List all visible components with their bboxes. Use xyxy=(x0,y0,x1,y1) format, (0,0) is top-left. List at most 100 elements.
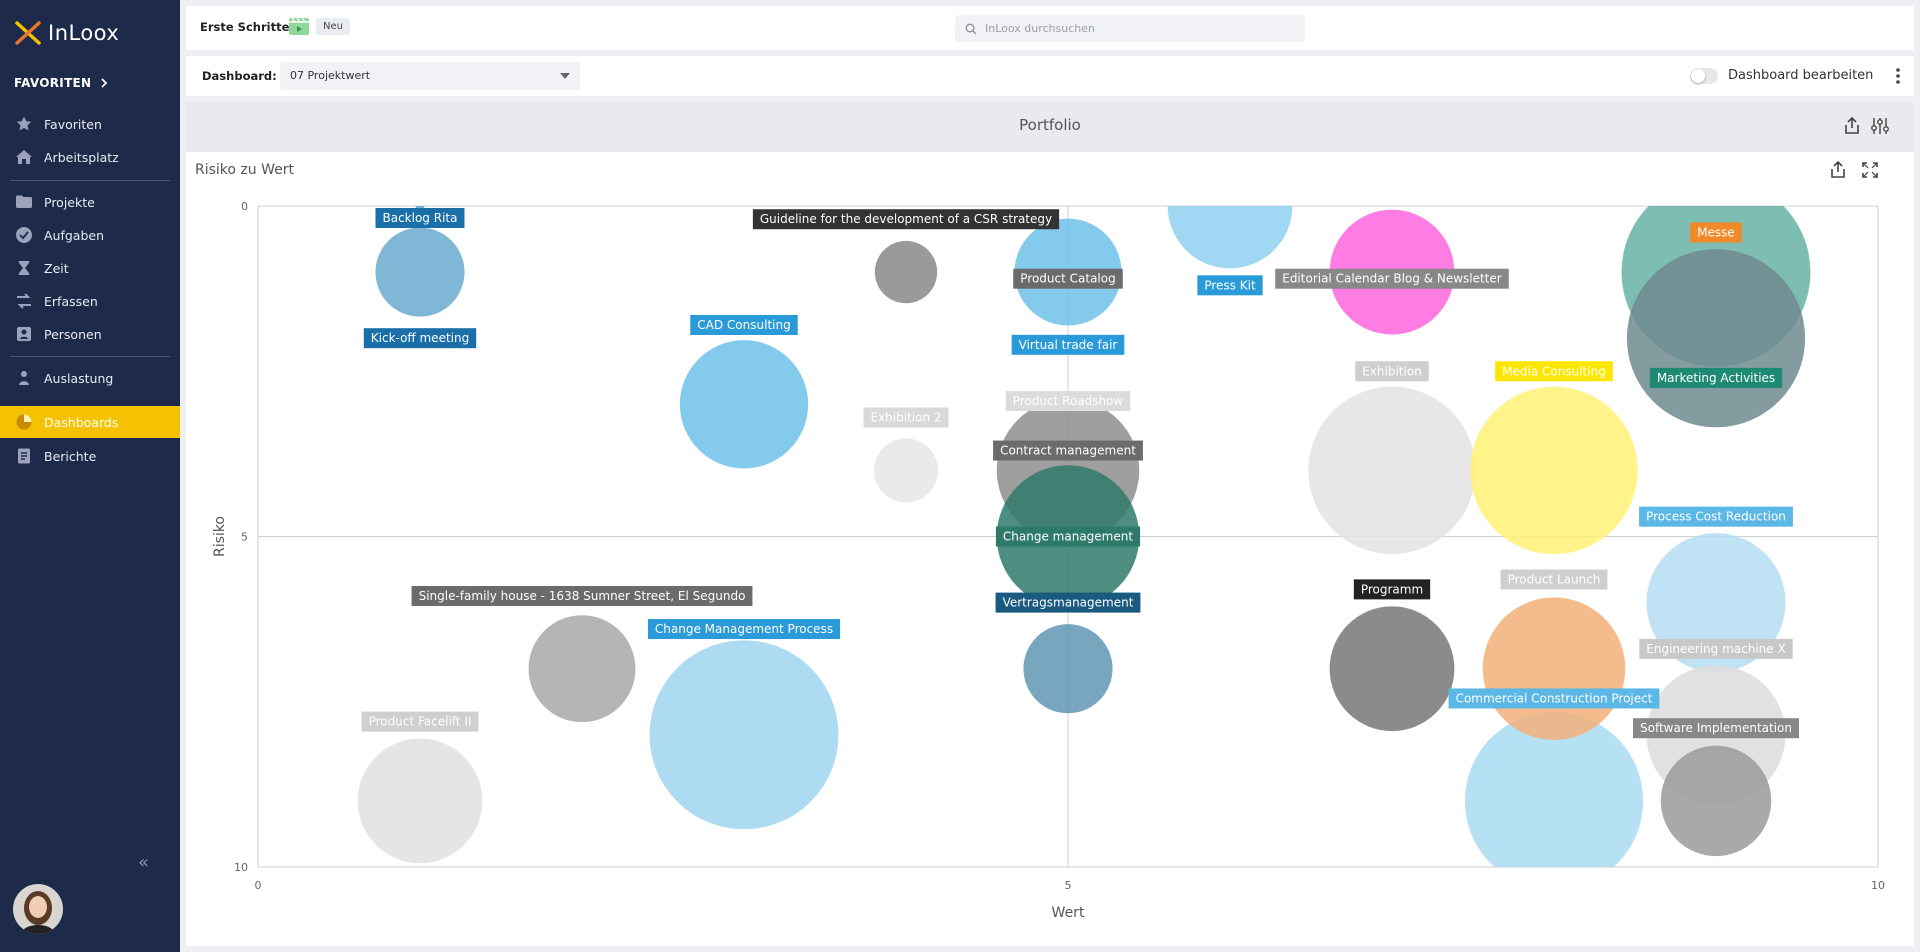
favorites-header[interactable]: FAVORITEN xyxy=(14,76,109,90)
filter-settings-icon[interactable] xyxy=(1870,116,1890,136)
bubble-label: Product Facelift II xyxy=(361,711,479,732)
search-input[interactable] xyxy=(985,22,1285,35)
bubble xyxy=(874,240,938,304)
bubble-label: Contract management xyxy=(993,440,1143,461)
bubble-label-text: Product Catalog xyxy=(1020,272,1115,286)
sidebar: InLoox FAVORITEN Favoriten Arbeitsplatz … xyxy=(0,0,180,952)
bubble-label: Change management xyxy=(995,526,1141,547)
bubble-label-bg xyxy=(361,711,479,732)
bubble-label-text: Product Roadshow xyxy=(1013,394,1124,408)
bubble xyxy=(873,438,939,503)
sidebar-item-label: Berichte xyxy=(44,448,97,464)
app-logo[interactable]: InLoox xyxy=(14,20,119,46)
bubble-label: Media Consulting xyxy=(1495,361,1613,382)
bubble-label: Single-family house - 1638 Sumner Street… xyxy=(411,585,753,606)
sidebar-divider xyxy=(10,180,170,181)
x-axis-label: Wert xyxy=(1052,905,1085,921)
dashboard-selected-value: 07 Projektwert xyxy=(290,69,371,82)
chart-panel: Risiko zu Wert 0 5 10 0 5 10 Wert Risiko Backlog… xyxy=(186,152,1914,946)
bubble-label-bg xyxy=(1005,390,1131,411)
sidebar-item-auslastung[interactable]: Auslastung xyxy=(0,362,180,394)
logo-text: InLoox xyxy=(48,21,120,45)
bubble-label-bg xyxy=(375,208,465,228)
portfolio-header: Portfolio xyxy=(186,102,1914,152)
collapse-sidebar-button[interactable]: « xyxy=(138,852,150,873)
bubble xyxy=(1329,606,1455,732)
bubble-label-bg xyxy=(1639,506,1793,527)
chart-title: Risiko zu Wert xyxy=(195,162,294,178)
bubble-label-bg xyxy=(1448,688,1660,709)
bubble-label: Exhibition xyxy=(1355,361,1429,382)
inloox-logo-icon xyxy=(15,21,41,45)
sidebar-item-berichte[interactable]: Berichte xyxy=(0,440,180,472)
bubble-label: Product Catalog xyxy=(1013,268,1123,289)
sidebar-item-label: Aufgaben xyxy=(44,227,105,243)
bubble-chart: 0 5 10 0 5 10 Wert Risiko Backlog Rita Kick-off m… xyxy=(212,200,1885,921)
bubble-label-text: Contract management xyxy=(1000,444,1136,458)
bubble-label-bg xyxy=(411,585,753,606)
avatar[interactable] xyxy=(13,884,63,934)
sidebar-item-dashboards[interactable]: Dashboards xyxy=(0,406,180,438)
sidebar-item-label: Projekte xyxy=(44,194,95,210)
edit-dashboard-toggle[interactable] xyxy=(1690,68,1718,84)
bubble-label-text: Exhibition xyxy=(1362,364,1422,378)
bubble xyxy=(375,227,465,317)
chart-export-icon[interactable] xyxy=(1828,160,1848,180)
x-tick-label: 0 xyxy=(255,879,262,892)
y-axis-label: Risiko xyxy=(212,516,228,557)
chevron-right-icon xyxy=(101,78,108,88)
x-tick-label: 10 xyxy=(1871,879,1885,892)
edit-dashboard-label: Dashboard bearbeiten xyxy=(1728,68,1874,83)
person-card-icon xyxy=(14,324,34,344)
export-icon[interactable] xyxy=(1842,116,1862,136)
bubble-label-text: Exhibition 2 xyxy=(870,411,941,425)
bubble xyxy=(649,640,839,830)
bubble-label: Virtual trade fair xyxy=(1011,334,1125,355)
report-icon xyxy=(14,446,34,466)
more-options-icon[interactable] xyxy=(1890,66,1906,86)
search-box[interactable] xyxy=(955,15,1305,42)
bubble-label-text: Process Cost Reduction xyxy=(1646,510,1786,524)
y-tick-label: 10 xyxy=(234,861,248,874)
bubble-label-text: Programm xyxy=(1361,582,1423,596)
workload-icon xyxy=(14,368,34,388)
sidebar-item-aufgaben[interactable]: Aufgaben xyxy=(0,219,180,251)
sidebar-item-personen[interactable]: Personen xyxy=(0,318,180,350)
bubble-label: Software Implementation xyxy=(1633,718,1799,739)
check-circle-icon xyxy=(14,225,34,245)
bubble-label-text: Press Kit xyxy=(1204,278,1256,292)
dashboard-bar: Dashboard: 07 Projektwert Dashboard bear… xyxy=(186,56,1914,96)
hourglass-icon xyxy=(14,258,34,278)
bubble-label: CAD Consulting xyxy=(690,314,798,335)
bubble-label-text: Product Facelift II xyxy=(369,715,472,729)
bubble-label-bg xyxy=(363,328,477,349)
sidebar-item-label: Erfassen xyxy=(44,293,98,309)
swap-icon xyxy=(14,291,34,311)
dashboard-select[interactable]: 07 Projektwert xyxy=(280,62,580,90)
sidebar-item-label: Zeit xyxy=(44,260,69,276)
sidebar-item-projekte[interactable]: Projekte xyxy=(0,186,180,218)
sidebar-item-erfassen[interactable]: Erfassen xyxy=(0,285,180,317)
sidebar-item-zeit[interactable]: Zeit xyxy=(0,252,180,284)
sidebar-item-favoriten[interactable]: Favoriten xyxy=(0,108,180,140)
star-icon xyxy=(14,114,34,134)
y-tick-label: 5 xyxy=(241,531,248,544)
bubble-label-bg xyxy=(752,209,1060,230)
search-icon xyxy=(965,23,977,34)
home-icon xyxy=(14,147,34,167)
bubble-label-text: Vertragsmanagement xyxy=(1003,596,1134,610)
favorites-header-label: FAVORITEN xyxy=(14,76,92,90)
fullscreen-icon[interactable] xyxy=(1860,160,1880,180)
bubble-label-bg xyxy=(1633,718,1799,739)
bubble-label-text: Editorial Calendar Blog & Newsletter xyxy=(1282,272,1502,286)
bubble-label-bg xyxy=(1353,579,1431,600)
new-badge[interactable]: Neu xyxy=(316,18,350,35)
bubble xyxy=(1464,711,1644,867)
bubble-label: Editorial Calendar Blog & Newsletter xyxy=(1275,268,1509,289)
clapperboard-icon[interactable] xyxy=(288,16,309,36)
bubble-label: Engineering machine X xyxy=(1639,638,1793,659)
bubble-label-bg xyxy=(1275,268,1509,289)
bubble-label-text: Engineering machine X xyxy=(1646,642,1785,656)
sidebar-item-arbeitsplatz[interactable]: Arbeitsplatz xyxy=(0,141,180,173)
bubble-label-text: Single-family house - 1638 Sumner Street… xyxy=(419,589,746,603)
